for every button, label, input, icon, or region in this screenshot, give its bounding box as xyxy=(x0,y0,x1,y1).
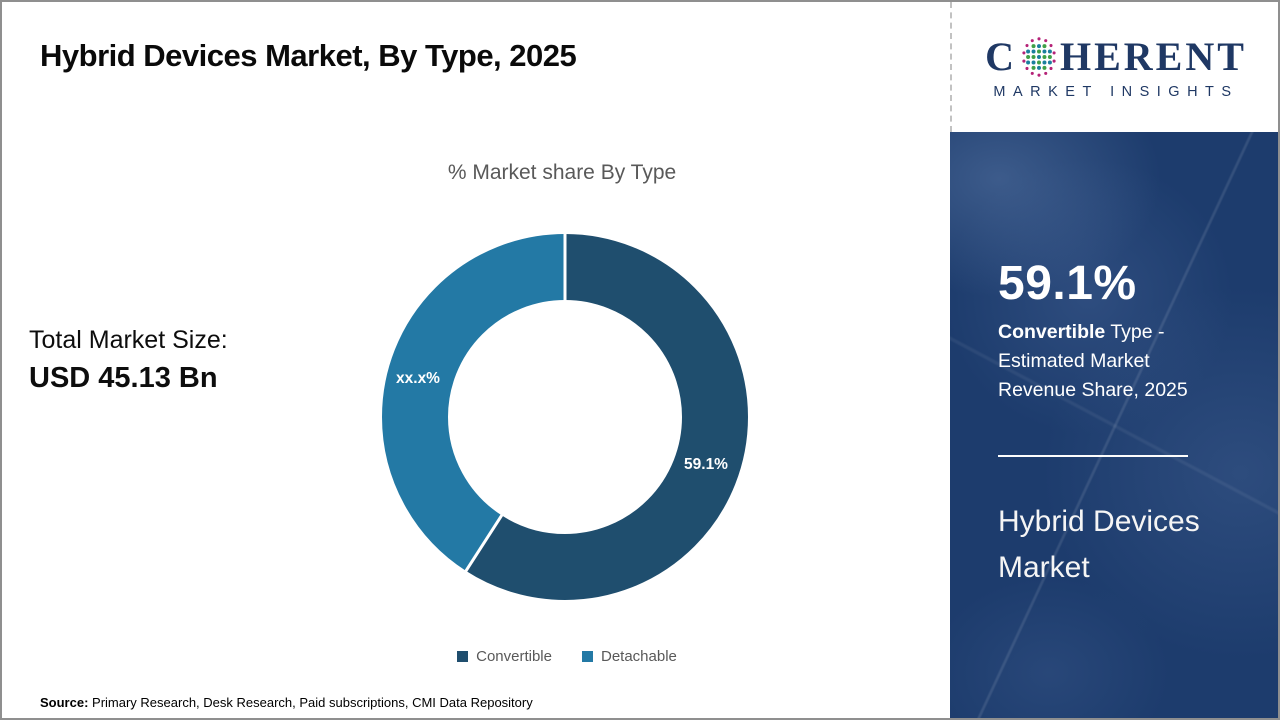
total-market-size-block: Total Market Size: USD 45.13 Bn xyxy=(29,326,228,395)
slice-label-detachable: xx.x% xyxy=(396,370,440,387)
chart-title: % Market share By Type xyxy=(447,161,677,184)
slice-separator-lower xyxy=(459,507,508,580)
legend-label-convertible: Convertible xyxy=(476,648,552,665)
legend-item-detachable: Detachable xyxy=(581,648,677,665)
source-label: Source: xyxy=(40,695,89,710)
legend-label-detachable: Detachable xyxy=(600,648,677,665)
brand-logo: C HERENT MARKET INSIGHTS xyxy=(950,2,1278,132)
chart-legend: Convertible Detachable xyxy=(342,648,792,665)
sidebar-stat-line3: Revenue Share, 2025 xyxy=(998,379,1188,401)
sidebar-divider xyxy=(998,455,1188,457)
total-market-size-label: Total Market Size: xyxy=(29,326,228,354)
source-line: Source: Primary Research, Desk Research,… xyxy=(40,695,533,710)
total-market-size-value: USD 45.13 Bn xyxy=(29,362,218,394)
sidebar-market-name-line2: Market xyxy=(998,551,1090,584)
legend-swatch-detachable xyxy=(581,651,593,662)
sidebar-stat-segment: Convertible xyxy=(998,321,1106,343)
sidebar-stat-description: Convertible Type - Estimated Market Reve… xyxy=(998,318,1232,405)
brand-subtitle: MARKET INSIGHTS xyxy=(993,83,1239,100)
donut-chart: 59.1% xx.x% xyxy=(382,230,748,600)
sidebar-market-name-line1: Hybrid Devices xyxy=(998,505,1200,538)
legend-item-convertible: Convertible xyxy=(457,648,552,665)
brand-wordmark: C HERENT xyxy=(985,35,1247,79)
sidebar-market-name: Hybrid Devices Market xyxy=(998,499,1232,591)
slice-label-convertible: 59.1% xyxy=(684,456,728,473)
highlight-sidebar: 59.1% Convertible Type - Estimated Marke… xyxy=(950,132,1278,718)
sidebar-stat-value: 59.1% xyxy=(998,257,1137,310)
brand-letter-c: C xyxy=(985,33,1017,79)
legend-swatch-convertible xyxy=(457,651,469,662)
brand-letters-rest: HERENT xyxy=(1059,33,1247,79)
source-text: Primary Research, Desk Research, Paid su… xyxy=(88,695,533,710)
logo-globe-icon xyxy=(1022,36,1056,77)
page-title: Hybrid Devices Market, By Type, 2025 xyxy=(40,38,577,73)
sidebar-stat-line1-rest: Type - xyxy=(1105,321,1165,343)
sidebar-stat-line2: Estimated Market xyxy=(998,350,1150,372)
